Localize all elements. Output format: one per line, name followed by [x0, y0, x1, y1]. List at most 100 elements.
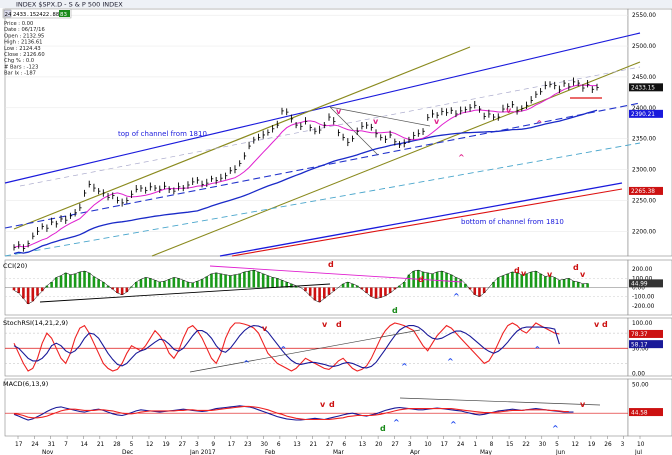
x-month-label: Mar — [333, 450, 345, 455]
caret-marker: ^ — [447, 357, 454, 366]
price-tick-label: 2400.00 — [632, 106, 656, 112]
triangle-top-line — [329, 106, 431, 127]
x-day-label: 1 — [473, 442, 477, 448]
bottom-channel-label: bottom of channel from 1810 — [461, 218, 564, 226]
x-day-label: 21 — [97, 442, 105, 448]
x-day-label: 30 — [539, 442, 547, 448]
price-tick-label: 2300.00 — [632, 168, 656, 174]
macd-axis-strip — [627, 378, 672, 437]
x-day-label: 5 — [555, 442, 559, 448]
x-day-label: 8 — [490, 442, 494, 448]
d-marker: d — [418, 275, 424, 284]
x-month-label: Jan 2017 — [189, 450, 216, 455]
last-price-a: 2433.15 — [13, 12, 36, 18]
macd-tick-label: 50.00 — [632, 383, 649, 389]
x-month-label: Dec — [122, 450, 133, 455]
cci-line — [13, 269, 588, 305]
v-marker: v — [580, 270, 586, 279]
stoch-tick-label: 100.00 — [632, 321, 653, 327]
period-label: 24 — [5, 12, 12, 18]
cci-tick-label: 200.00 — [632, 267, 653, 273]
price-tick-label: 2250.00 — [632, 198, 656, 204]
macd-title: MACD(6,13,9) — [3, 380, 48, 388]
x-day-label: 5 — [130, 442, 134, 448]
period-button[interactable] — [3, 9, 12, 18]
info-line: Bar Ix : -187 — [4, 71, 36, 77]
blue-moving-average — [13, 109, 598, 255]
v-marker: v — [506, 106, 512, 115]
x-day-label: 12 — [146, 442, 154, 448]
x-day-label: 10 — [637, 442, 645, 448]
price-tag — [629, 83, 663, 92]
cci-tick-label: -200.00 — [632, 304, 655, 310]
panel-frames — [4, 8, 672, 437]
stoch-tick-label: 0.00 — [632, 371, 645, 377]
info-line: Chg % : 0.0 — [4, 58, 34, 64]
price-tag-label: 2433.15 — [631, 86, 655, 92]
x-day-label: 21 — [310, 442, 318, 448]
x-day-label: 17 — [228, 442, 236, 448]
x-month-label: Apr — [410, 450, 421, 455]
cci-tick-label: 100.00 — [632, 276, 653, 282]
header-strip — [0, 0, 672, 8]
caret-marker: ^ — [450, 420, 457, 429]
caret-marker: ^ — [393, 418, 400, 427]
d-marker: d — [602, 320, 608, 329]
stoch-last-label: 78.37 — [631, 332, 648, 338]
caret-marker: ^ — [453, 292, 460, 301]
d-marker: d — [336, 320, 342, 329]
x-month-label: Feb — [265, 450, 276, 455]
x-day-label: 9 — [211, 442, 215, 448]
x-month-label: Jun — [555, 450, 565, 455]
x-day-label: 30 — [261, 442, 269, 448]
v-marker: v — [336, 107, 342, 116]
x-day-label: 24 — [457, 442, 465, 448]
v-marker: v — [322, 320, 328, 329]
flag-badge — [59, 10, 70, 17]
price-axis-strip — [627, 8, 672, 257]
info-line: Open : 2132.95 — [4, 33, 44, 39]
light-dashed-line — [4, 142, 641, 257]
cci-axis-strip — [627, 259, 672, 316]
x-day-label: 27 — [179, 442, 187, 448]
x-day-label: 6 — [342, 442, 346, 448]
price-frame — [4, 8, 629, 257]
d-marker: d — [514, 266, 520, 275]
price-tick-label: 2500.00 — [632, 44, 656, 50]
x-day-label: 15 — [506, 442, 514, 448]
x-day-label: 3 — [408, 442, 412, 448]
stoch-last-tag — [629, 340, 663, 349]
price-tag — [629, 186, 663, 195]
x-day-label: 27 — [326, 442, 334, 448]
x-month-label: Jul — [634, 450, 642, 455]
symbol-title: INDEX $SPX.D - S & P 500 INDEX — [16, 1, 123, 9]
x-day-label: 17 — [441, 442, 449, 448]
v-marker: v — [434, 117, 440, 126]
v-marker: v — [521, 269, 527, 278]
cci-tick-label: 0.00 — [632, 286, 645, 292]
x-day-label: 17 — [15, 442, 23, 448]
info-line: # Bars : -123 — [4, 64, 38, 70]
stochrsi-title: StochRSI(14,21,2,9) — [3, 319, 68, 327]
cci-trendline — [39, 283, 331, 303]
caret-marker: ^ — [534, 345, 541, 354]
stoch-tick-label: 50.00 — [632, 346, 649, 352]
macd-last-label: 44.58 — [631, 410, 648, 416]
info-line: Close : 2126.60 — [4, 52, 45, 58]
v-marker: v — [262, 324, 268, 333]
x-day-label: 26 — [604, 442, 612, 448]
caret-marker: ^ — [280, 345, 287, 354]
caret-marker: ^ — [401, 362, 408, 371]
d-marker: d — [573, 263, 579, 272]
x-month-label: Nov — [42, 450, 54, 455]
info-line: Date : 06/17/16 — [4, 27, 45, 33]
cci-magenta-trendline — [209, 265, 463, 283]
macd-trendline — [399, 397, 601, 406]
cci-tick-label: -100.00 — [632, 295, 655, 301]
x-day-label: 19 — [588, 442, 596, 448]
x-day-label: 22 — [522, 442, 530, 448]
stoch-last-tag — [629, 329, 663, 338]
